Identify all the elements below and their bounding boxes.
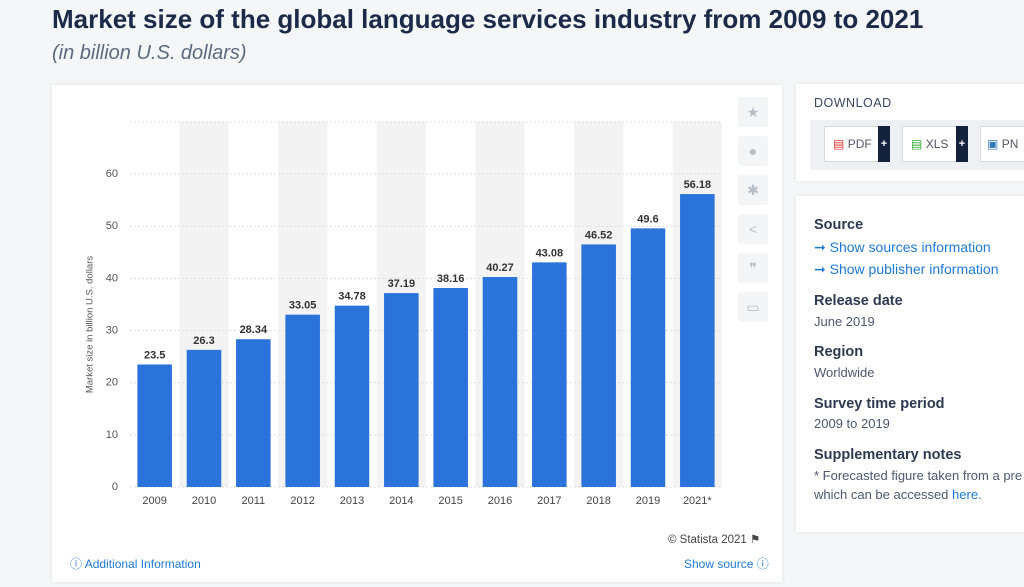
value-label: 26.3 [193, 335, 214, 347]
bar [285, 314, 320, 487]
x-tick-label: 2012 [290, 495, 314, 507]
credit: © Statista 2021 ⚑ [668, 534, 761, 546]
notes-heading: Supplementary notes [814, 447, 962, 463]
png-button[interactable]: ▣ PN [980, 126, 1024, 162]
value-label: 56.18 [684, 179, 712, 191]
bar [433, 288, 468, 487]
notes-text: which can be accessed [814, 487, 949, 502]
xls-button[interactable]: ▤ XLS + [902, 126, 968, 162]
source-heading: Source [814, 217, 864, 233]
x-tick-label: 2011 [242, 495, 266, 507]
value-label: 33.05 [289, 300, 317, 312]
download-panel: DOWNLOAD ▤ PDF + ▤ XLS + ▣ PN [796, 84, 1024, 181]
value-label: 37.19 [388, 278, 416, 290]
pdf-button[interactable]: ▤ PDF + [824, 126, 890, 162]
y-axis-label: Market size in billion U.S. dollars [85, 256, 96, 394]
bar [384, 293, 419, 487]
x-tick-label: 2015 [438, 495, 462, 507]
page-subtitle: (in billion U.S. dollars) [52, 42, 247, 64]
download-heading: DOWNLOAD [814, 96, 892, 110]
value-label: 40.27 [486, 262, 514, 274]
chart: 0 10 20 30 40 50 60 Market size in billion U.S.… [85, 121, 722, 507]
bar [581, 244, 616, 487]
show-source-link[interactable]: Show source ⓘ [684, 557, 769, 571]
x-tick-label: 2018 [586, 495, 610, 507]
additional-info-text: Additional Information [84, 557, 201, 571]
release-value: June 2019 [814, 314, 875, 329]
xls-label: XLS [925, 137, 949, 151]
y-tick-label: 40 [106, 272, 118, 284]
y-tick-label: 20 [106, 377, 118, 389]
x-tick-label: 2021* [683, 495, 712, 507]
y-tick-label: 30 [106, 324, 118, 336]
sources-link[interactable]: ➞ Show sources information [814, 239, 991, 255]
publisher-link[interactable]: ➞ Show publisher information [814, 261, 999, 277]
release-heading: Release date [814, 293, 903, 309]
bar [186, 349, 222, 487]
period-heading: Survey time period [814, 396, 945, 412]
x-tick-label: 2009 [142, 495, 166, 507]
x-tick-label: 2014 [389, 495, 413, 507]
pdf-label: PDF [847, 137, 872, 151]
alert-button[interactable]: ● [738, 136, 768, 166]
bar [532, 262, 567, 487]
y-tick-label: 60 [106, 168, 118, 180]
show-source-text: Show source [684, 557, 754, 571]
value-label: 34.78 [338, 291, 366, 303]
y-tick-label: 10 [106, 429, 118, 441]
y-tick-label: 50 [106, 220, 118, 232]
notes-line: * Forecasted figure taken from a pre [814, 468, 1023, 483]
value-label: 43.08 [536, 247, 564, 259]
x-tick-label: 2019 [636, 495, 660, 507]
page-title: Market size of the global language servi… [52, 4, 924, 34]
print-button[interactable]: ▭ [738, 292, 768, 322]
bar [334, 305, 370, 487]
sources-link-text: Show sources information [829, 239, 991, 255]
bar [680, 194, 715, 487]
png-label: PN [1001, 137, 1019, 151]
notes-end: . [978, 487, 982, 502]
value-label: 28.34 [240, 324, 268, 336]
region-value: Worldwide [814, 365, 875, 380]
period-value: 2009 to 2019 [814, 416, 890, 431]
y-tick-label: 0 [112, 481, 118, 493]
bar [630, 228, 666, 487]
x-tick-label: 2017 [537, 495, 561, 507]
bar [482, 277, 518, 487]
value-label: 38.16 [437, 273, 465, 285]
bar [236, 339, 271, 487]
notes-line: which can be accessed here. [814, 487, 982, 502]
additional-info-link[interactable]: ⓘ Additional Information [70, 557, 201, 571]
plus: + [956, 126, 968, 162]
region-heading: Region [814, 344, 864, 360]
share-button[interactable]: < [738, 214, 768, 244]
bar [137, 364, 172, 487]
x-tick-label: 2013 [340, 495, 364, 507]
x-tick-label: 2010 [192, 495, 216, 507]
favorite-button[interactable]: ★ [738, 97, 768, 127]
plus: + [878, 126, 890, 162]
details-panel: Source ➞ Show sources information ➞ Show… [796, 196, 1024, 532]
x-tick-label: 2016 [488, 495, 512, 507]
settings-button[interactable]: ✱ [738, 175, 768, 205]
value-label: 46.52 [585, 229, 613, 241]
publisher-link-text: Show publisher information [829, 261, 999, 277]
chart-card: 0 10 20 30 40 50 60 Market size in billion U.S.… [52, 85, 782, 582]
value-label: 49.6 [637, 213, 658, 225]
credit-text: © Statista 2021 [668, 534, 747, 546]
value-label: 23.5 [144, 349, 165, 361]
notes-link[interactable]: here [952, 487, 979, 502]
cite-button[interactable]: ❞ [738, 253, 768, 283]
